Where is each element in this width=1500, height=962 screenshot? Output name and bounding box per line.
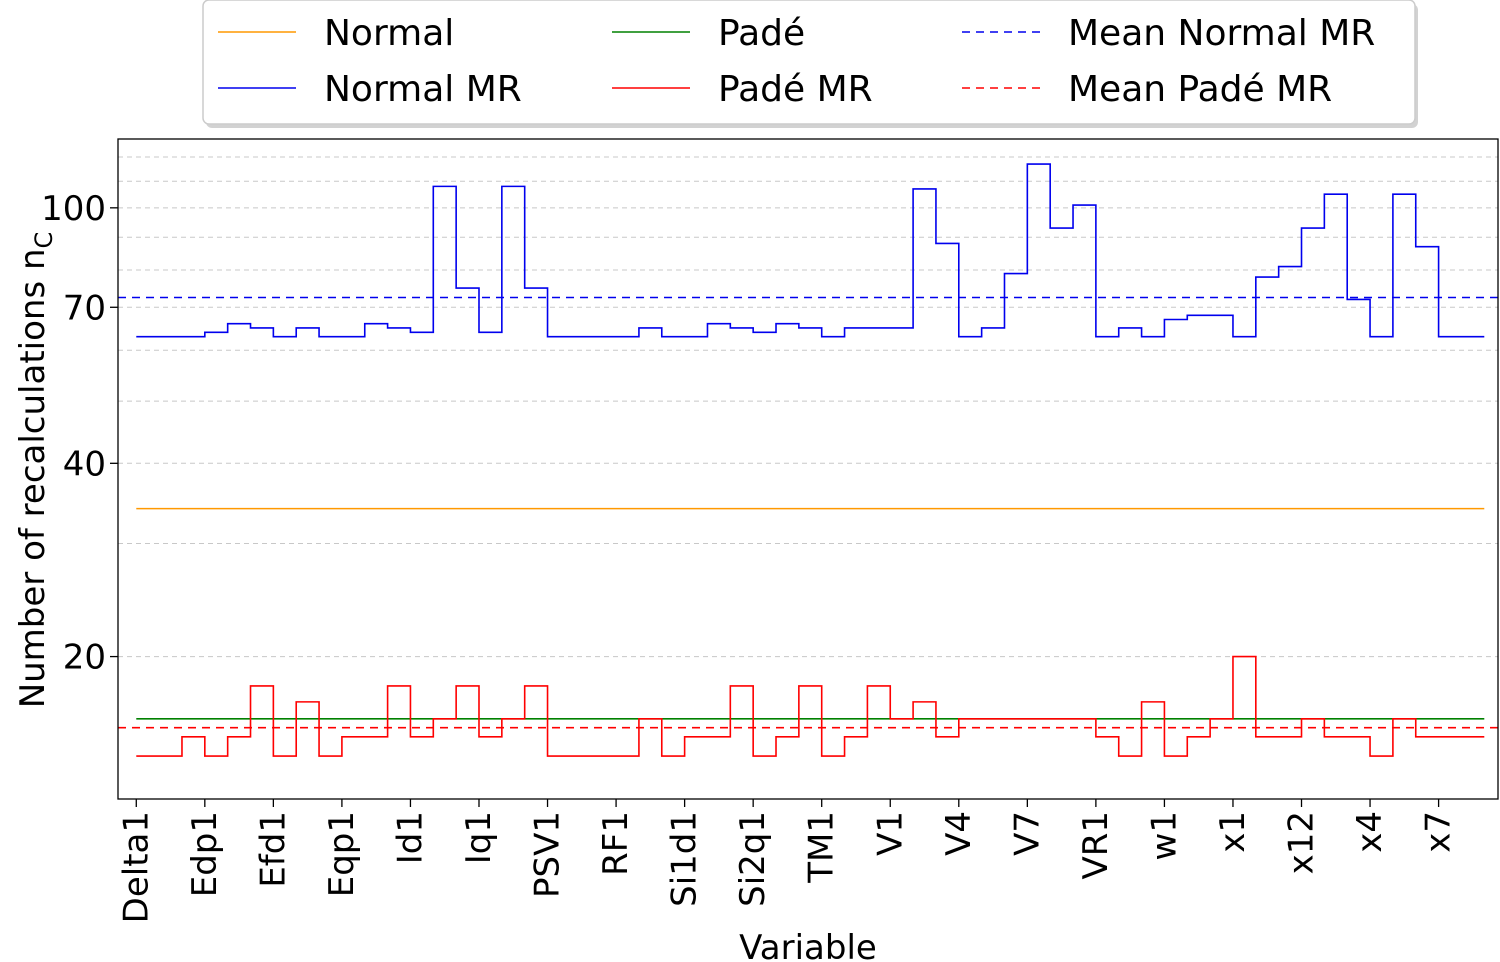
legend-label: Padé (718, 13, 805, 54)
x-tick-label: Si2q1 (733, 811, 773, 907)
x-tick-label: x1 (1213, 811, 1253, 853)
y-tick-label: 40 (63, 444, 106, 484)
series-pad-mr (136, 655, 1485, 757)
legend-item-normal-mr: Normal MR (218, 69, 522, 110)
x-tick-label: Id1 (390, 811, 430, 864)
x-tick-label: x12 (1282, 811, 1322, 874)
legend-item-normal: Normal (218, 13, 454, 54)
x-tick-label: PSV1 (528, 811, 568, 898)
legend-label: Normal MR (324, 69, 522, 110)
x-tick-label: RF1 (596, 811, 636, 876)
x-tick-label: V4 (939, 811, 979, 856)
x-tick-label: w1 (1144, 811, 1184, 860)
y-axis-label-main: Number of recalculations n (13, 248, 53, 708)
x-tick-label: VR1 (1076, 811, 1116, 880)
x-tick-label: x4 (1350, 811, 1390, 853)
plot-area (117, 138, 1499, 800)
legend-item-pad: Padé (612, 13, 805, 54)
x-axis: Delta1 Edp1 Efd1 Eqp1 Id1 Iq1 PSV1 RF1 Si1d1 Si2q… (116, 799, 1459, 923)
x-tick-label: V1 (870, 811, 910, 856)
legend-item-pad-mr: Padé MR (612, 69, 873, 110)
x-tick-label: Si1d1 (665, 811, 705, 907)
y-axis-label-subscript: C (30, 232, 58, 249)
legend: Normal Normal MR Padé Padé MR Mean Normal MR… (202, 0, 1418, 128)
x-axis-label: Variable (739, 928, 877, 962)
series-normal-mr (136, 163, 1485, 338)
x-tick-label: Iq1 (459, 811, 499, 864)
legend-label: Mean Padé MR (1068, 69, 1332, 110)
x-tick-label: Efd1 (253, 811, 293, 888)
y-tick-label: 100 (41, 189, 106, 229)
x-tick-label: Edp1 (185, 811, 225, 897)
y-axis: 20 40 70 100 (41, 189, 118, 678)
y-axis-label: Number of recalculations nC (13, 232, 58, 709)
y-tick-label: 20 (63, 638, 106, 678)
x-tick-label: x7 (1419, 811, 1459, 853)
x-tick-label: Delta1 (116, 811, 156, 923)
legend-item-mean-normal-mr: Mean Normal MR (962, 13, 1375, 54)
x-tick-label: TM1 (802, 811, 842, 884)
legend-label: Padé MR (718, 69, 873, 110)
y-tick-label: 70 (63, 288, 106, 328)
x-tick-label: Eqp1 (322, 811, 362, 897)
x-tick-label: V7 (1007, 811, 1047, 856)
legend-box (202, 0, 1416, 125)
series-layer (118, 163, 1498, 757)
grid-lines (118, 156, 1498, 658)
legend-label: Mean Normal MR (1068, 13, 1375, 54)
legend-item-mean-pad-mr: Mean Padé MR (962, 69, 1332, 110)
legend-label: Normal (324, 13, 454, 54)
